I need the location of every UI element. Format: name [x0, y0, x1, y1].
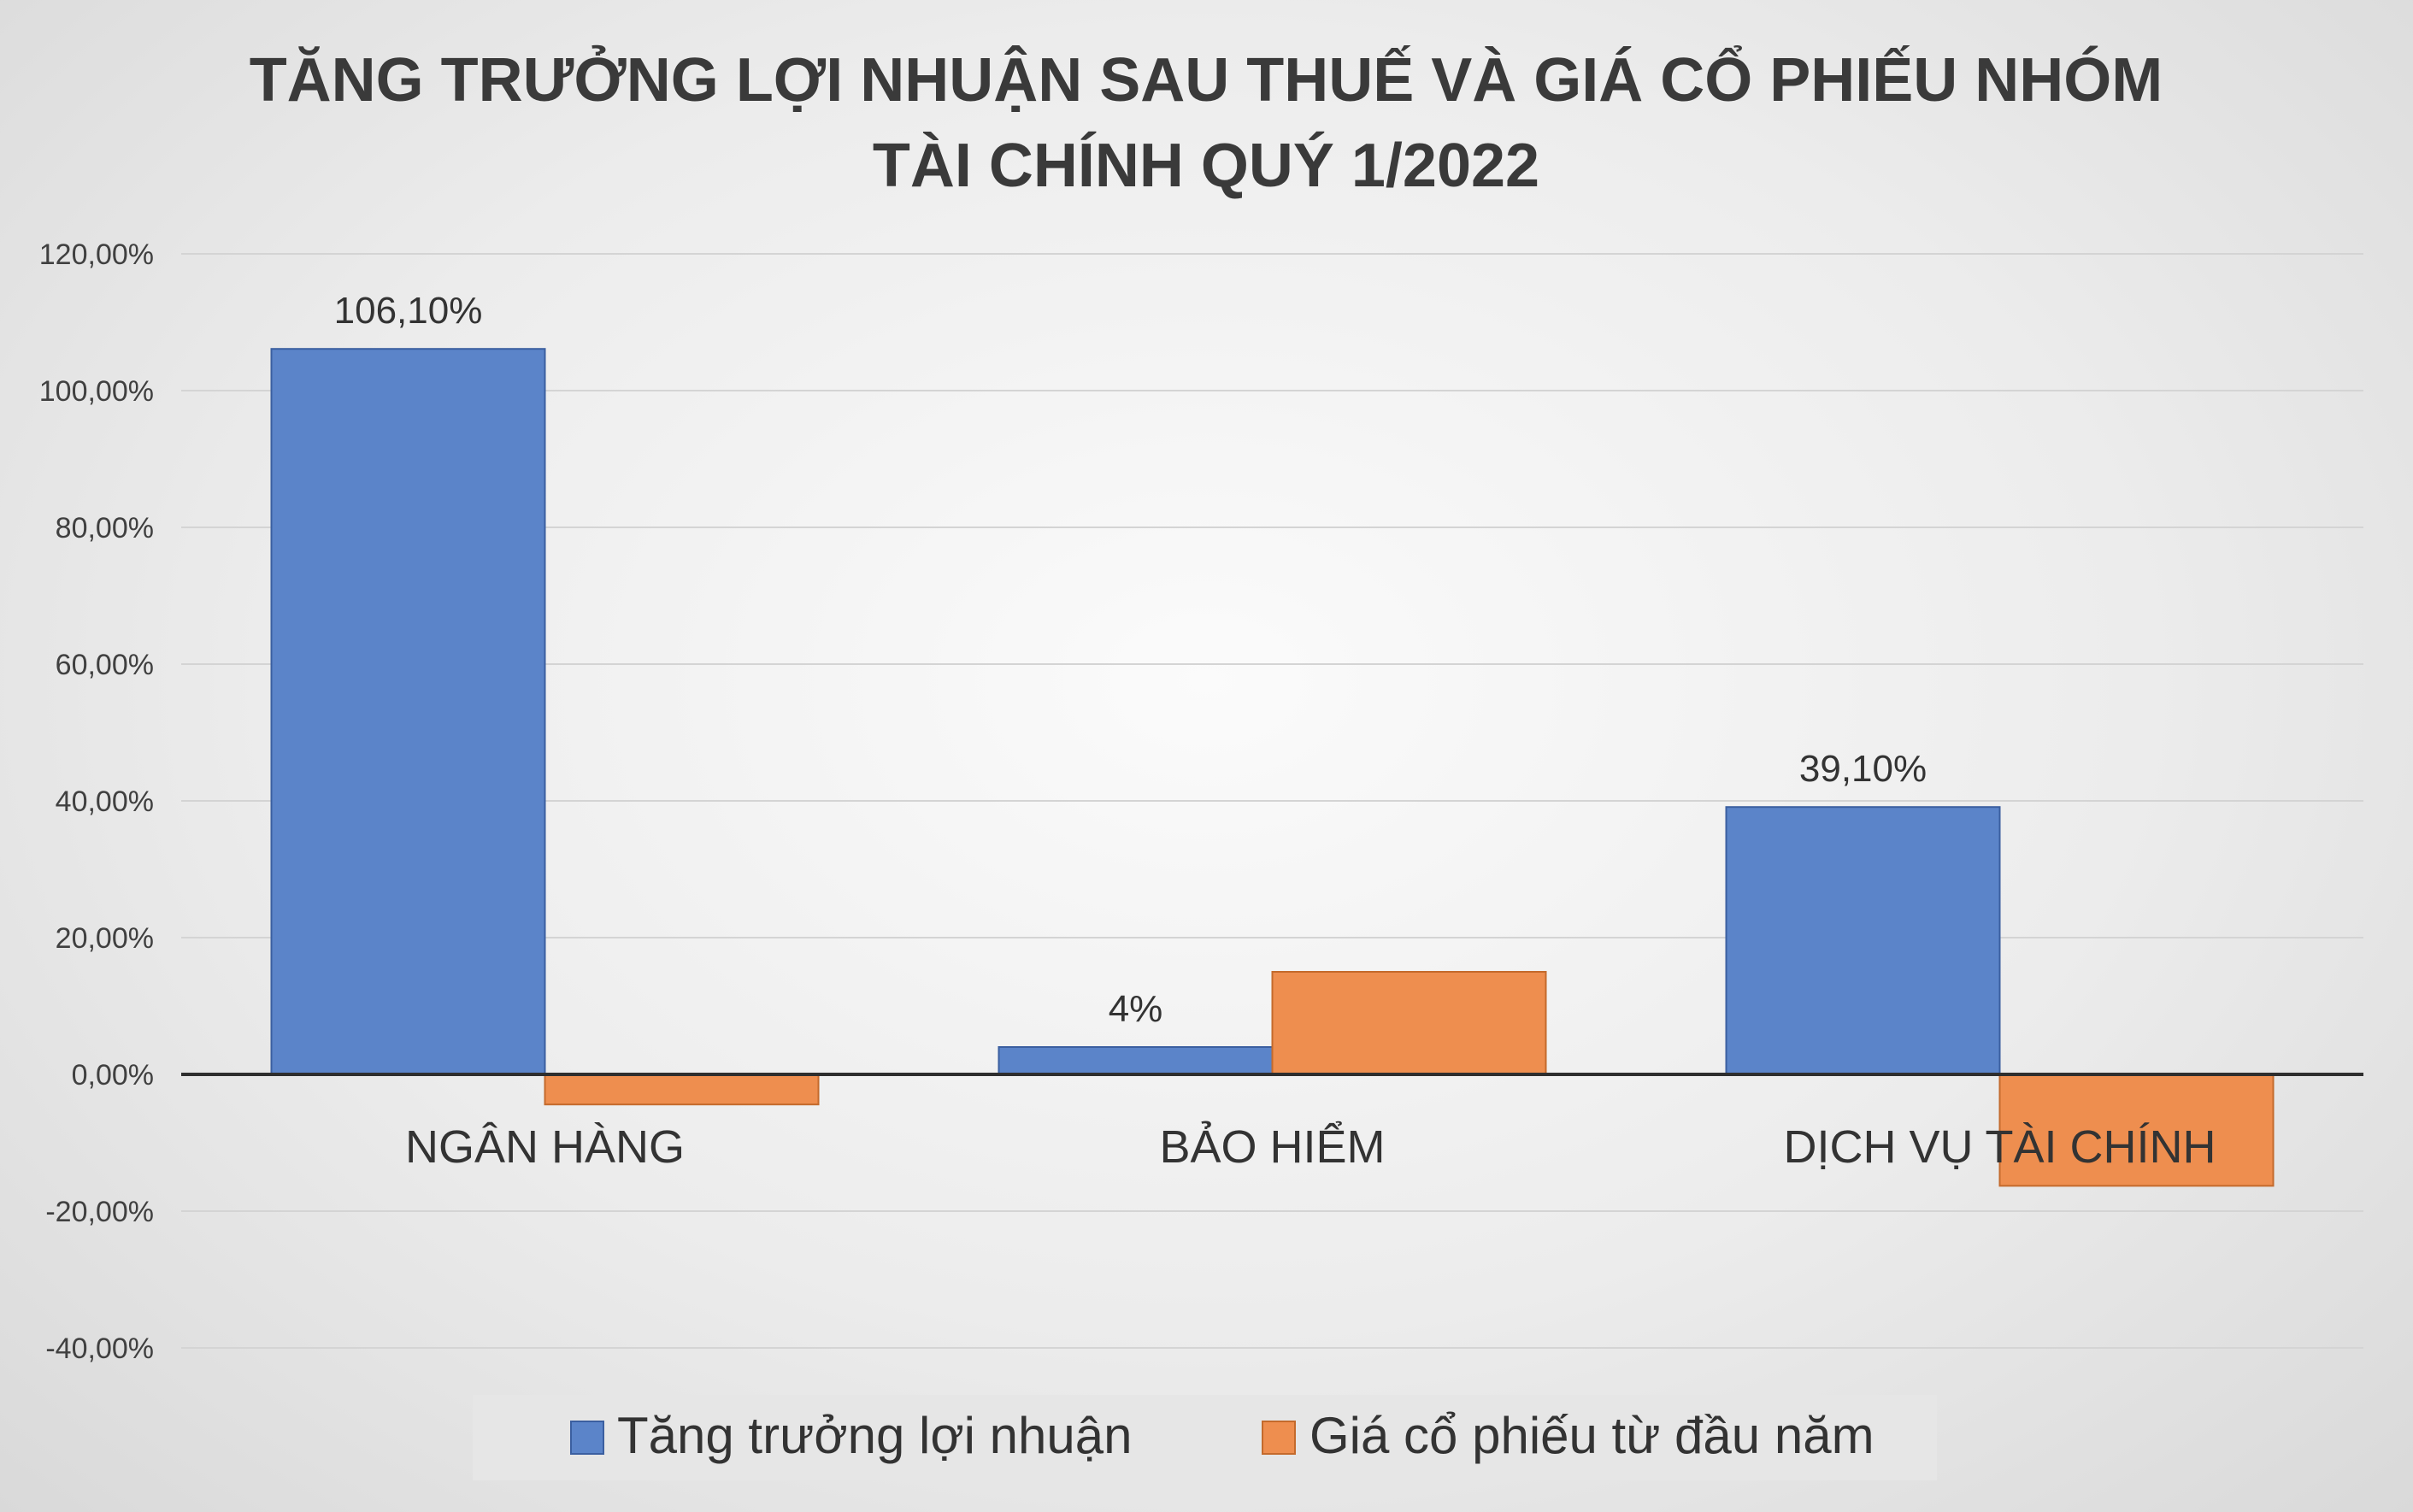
bar-stock-price-0 — [544, 1074, 820, 1106]
y-tick-label: -20,00% — [45, 1196, 154, 1228]
y-tick-label: -40,00% — [45, 1333, 154, 1365]
x-axis-category-labels: NGÂN HÀNG BẢO HIỂM DỊCH VỤ TÀI CHÍNH — [405, 1121, 2216, 1173]
x-category-label: NGÂN HÀNG — [405, 1121, 685, 1173]
y-tick-label: 100,00% — [39, 375, 154, 408]
bar-profit-growth-1 — [998, 1046, 1274, 1075]
y-tick-label: 120,00% — [39, 238, 154, 271]
data-label: 106,10% — [334, 290, 483, 332]
bar-profit-growth-0 — [270, 348, 546, 1075]
chart-title-line-2: TÀI CHÍNH QUÝ 1/2022 — [873, 131, 1539, 200]
y-tick-label: 40,00% — [56, 785, 154, 818]
y-tick-label: 80,00% — [56, 512, 154, 544]
bar-profit-growth-2 — [1725, 806, 2001, 1075]
x-category-label: BẢO HIỂM — [1159, 1121, 1385, 1173]
legend-label-profit-growth: Tăng trưởng lợi nhuận — [617, 1407, 1133, 1464]
y-tick-label: 20,00% — [56, 922, 154, 955]
bar-stock-price-1 — [1271, 971, 1547, 1075]
data-label: 39,10% — [1799, 748, 1927, 790]
data-label: 4% — [1109, 988, 1163, 1030]
legend-label-stock-price: Giá cổ phiếu từ đầu năm — [1309, 1407, 1874, 1464]
legend-swatch-profit-growth — [570, 1421, 604, 1455]
bar-stock-price-2 — [1998, 1074, 2275, 1187]
chart-title: TĂNG TRƯỞNG LỢI NHUẬN SAU THUẾ VÀ GIÁ CỔ… — [250, 45, 2163, 200]
legend: Tăng trưởng lợi nhuận Giá cổ phiếu từ đầ… — [473, 1395, 1937, 1480]
y-tick-label: 0,00% — [72, 1059, 154, 1091]
data-labels: 106,10% 4% 39,10% — [334, 290, 1927, 1030]
legend-background — [473, 1395, 1937, 1480]
x-category-label: DỊCH VỤ TÀI CHÍNH — [1783, 1121, 2216, 1173]
y-axis-tick-labels: 120,00% 100,00% 80,00% 60,00% 40,00% 20,00% 0,… — [39, 238, 154, 1365]
y-tick-label: 60,00% — [56, 649, 154, 681]
legend-swatch-stock-price — [1262, 1421, 1296, 1455]
chart-title-line-1: TĂNG TRƯỞNG LỢI NHUẬN SAU THUẾ VÀ GIÁ CỔ… — [250, 45, 2163, 115]
bars — [270, 348, 2275, 1187]
